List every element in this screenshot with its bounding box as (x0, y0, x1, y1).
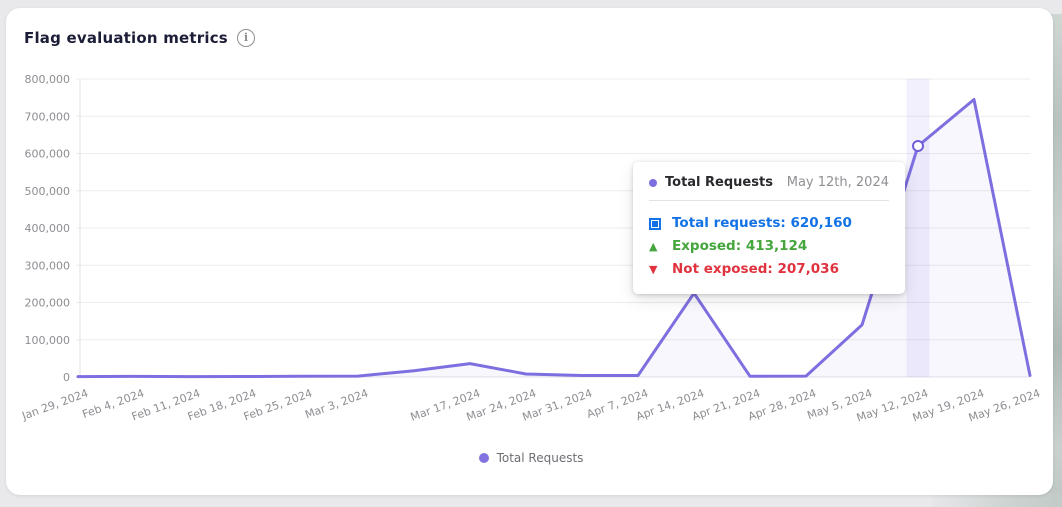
tooltip-date: May 12th, 2024 (786, 175, 889, 190)
triangle-down-icon: ▼ (649, 263, 658, 276)
tooltip-header: Total Requests May 12th, 2024 (649, 175, 889, 190)
tooltip-row-text: Total requests: 620,160 (672, 215, 852, 231)
legend-label: Total Requests (496, 451, 584, 465)
tooltip-row-text: Exposed: 413,124 (672, 238, 808, 254)
triangle-up-icon: ▲ (649, 240, 658, 253)
info-icon[interactable]: i (236, 29, 255, 47)
tooltip-divider (649, 200, 889, 201)
chart-legend: Total Requests (0, 451, 1062, 465)
tooltip-row: Total requests: 620,160 (649, 213, 889, 234)
chart-tooltip: Total Requests May 12th, 2024 Total requ… (633, 162, 905, 294)
square-icon (649, 217, 665, 230)
series-dot-icon (649, 178, 657, 187)
background-texture-bottom (932, 493, 1062, 507)
legend-dot-icon[interactable] (478, 453, 489, 463)
tooltip-row-text: Not exposed: 207,036 (672, 261, 839, 277)
tooltip-rows: Total requests: 620,160 ▲ Exposed: 413,124… (649, 213, 889, 280)
tooltip-series-name: Total Requests (665, 175, 773, 190)
page-title: Flag evaluation metrics (24, 29, 228, 47)
tooltip-row: ▼ Not exposed: 207,036 (649, 259, 889, 280)
tooltip-row: ▲ Exposed: 413,124 (649, 236, 889, 257)
card-header: Flag evaluation metrics i (24, 29, 255, 47)
